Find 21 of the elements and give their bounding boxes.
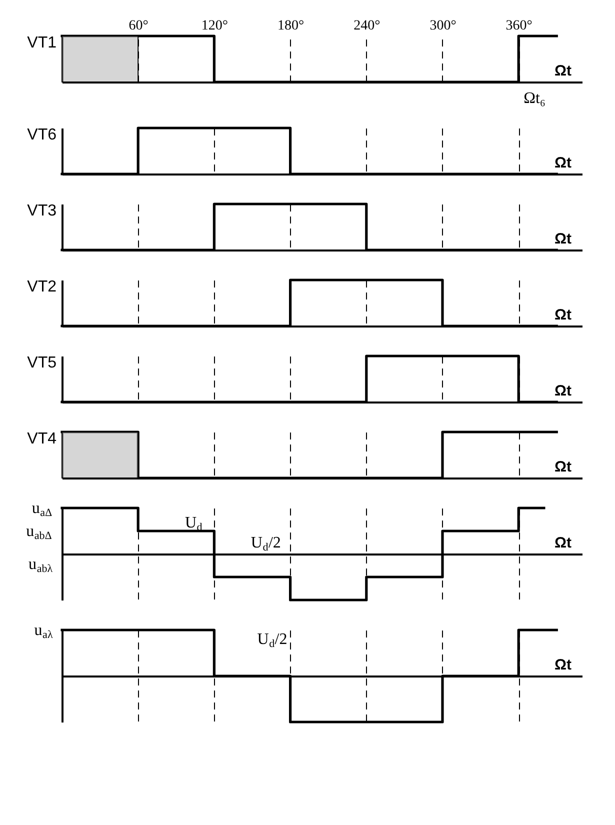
y-axis-title: VT6 [27,126,57,144]
y-axis-title: VT4 [27,430,57,448]
x-axis-title: Ωt [554,458,572,476]
y-axis-title: VT2 [27,278,57,296]
y-axis-title: VT1 [27,34,57,52]
x-axis-title: Ωt [554,306,572,324]
x-axis-title: Ωt [554,382,572,400]
y-axis-title: VT3 [27,202,57,220]
x-tick-label: 300° [430,18,456,34]
x-axis-title: Ωt [554,62,572,80]
y-axis-title: VT5 [27,354,57,372]
x-axis-title: Ωt [554,230,572,248]
x-tick-label: 360° [506,18,532,34]
x-tick-label: 60° [128,18,148,34]
x-tick-label: 120° [201,18,228,34]
x-axis-title: Ωt [554,656,572,674]
x-tick-label: 180° [277,18,304,34]
x-axis-title: Ωt [554,154,572,172]
x-axis-title: Ωt [554,534,572,552]
x-tick-label: 240° [354,18,380,34]
text: Ωt₆ [524,90,546,108]
